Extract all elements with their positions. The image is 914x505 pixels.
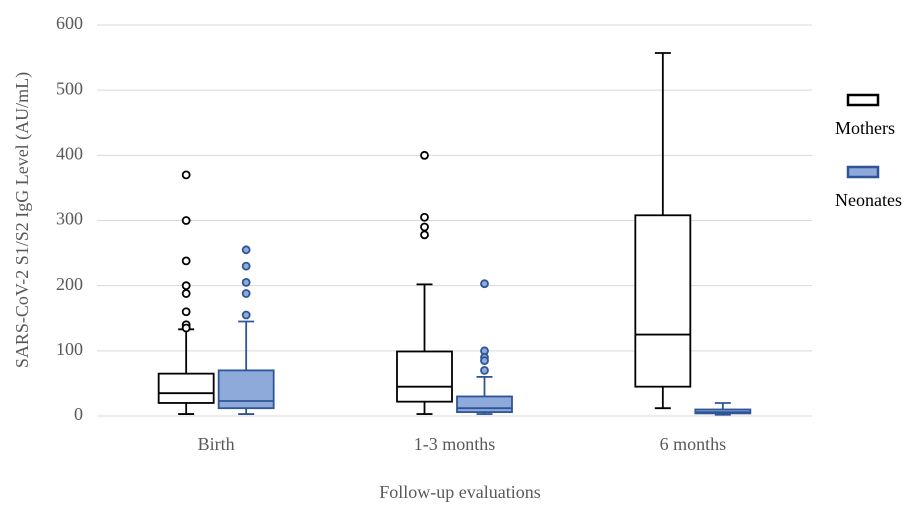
legend-swatch	[846, 165, 880, 179]
legend: Mothers Neonates	[835, 93, 902, 210]
y-tick-label: 0	[74, 404, 83, 424]
outlier	[241, 261, 251, 271]
box	[217, 369, 275, 410]
box	[396, 350, 453, 403]
outlier	[241, 289, 251, 298]
outlier	[181, 281, 191, 291]
legend-swatch	[846, 93, 880, 107]
outlier	[181, 216, 191, 225]
outlier	[480, 356, 489, 366]
box	[157, 372, 215, 404]
outlier	[181, 323, 191, 333]
y-tick-label: 600	[56, 13, 83, 33]
outlier	[241, 245, 251, 255]
box	[634, 214, 692, 388]
x-tick-label: Birth	[198, 434, 235, 454]
outlier	[181, 256, 191, 266]
y-tick-label: 400	[56, 143, 83, 163]
outlier	[241, 278, 251, 287]
y-tick-label: 200	[56, 274, 83, 294]
outlier	[420, 212, 429, 222]
outlier	[181, 170, 191, 180]
outlier	[480, 365, 489, 375]
y-tick-label: 300	[56, 209, 83, 229]
y-tick-label: 500	[56, 78, 83, 98]
outlier	[241, 310, 251, 320]
y-tick-label: 100	[56, 339, 83, 359]
legend-label: Mothers	[835, 118, 895, 138]
outlier	[181, 307, 191, 317]
y-axis-title: SARS-CoV-2 S1/S2 IgG Level (AU/mL)	[12, 72, 33, 368]
outlier	[181, 289, 191, 298]
x-tick-label: 1-3 months	[414, 434, 496, 454]
outlier	[420, 230, 429, 240]
outlier	[420, 150, 429, 160]
outlier	[480, 279, 489, 289]
legend-label: Neonates	[835, 190, 902, 210]
x-axis-title: Follow-up evaluations	[379, 482, 540, 502]
outlier	[420, 222, 429, 232]
x-tick-label: 6 months	[660, 434, 727, 454]
box	[456, 395, 513, 413]
